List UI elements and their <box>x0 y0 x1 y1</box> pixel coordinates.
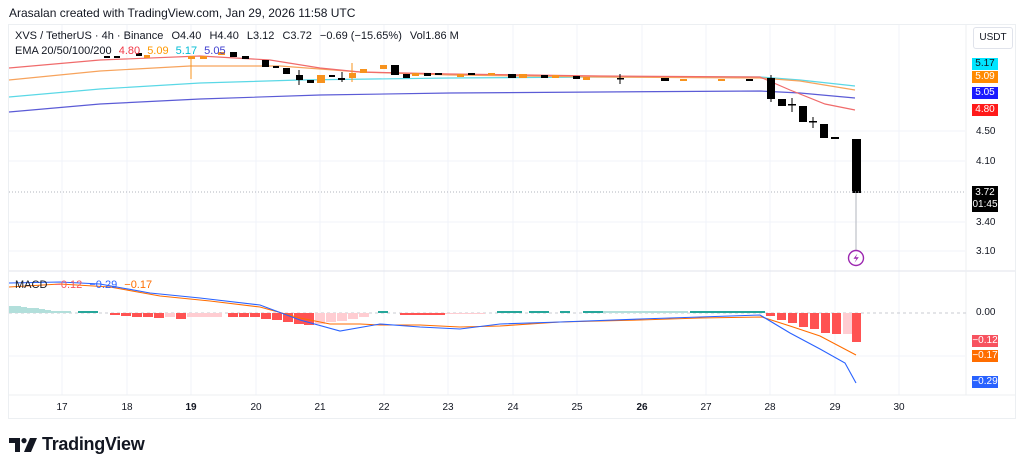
time-tick: 22 <box>378 402 390 413</box>
ema200-line <box>8 90 856 113</box>
current-price: 3.72 <box>975 187 995 198</box>
ohlc-open: O4.40 <box>171 30 202 42</box>
time-tick: 25 <box>571 402 583 413</box>
tradingview-logo-icon <box>9 437 37 452</box>
tradingview-logo[interactable]: TradingView <box>9 434 145 455</box>
lightning-alert-icon[interactable] <box>847 249 865 267</box>
macd-legend[interactable]: MACD −0.12 −0.29 −0.17 <box>15 279 156 291</box>
signal-line <box>8 283 857 356</box>
candles <box>104 52 861 250</box>
macd-signal-value: −0.17 <box>124 279 153 291</box>
ema20-value: 4.80 <box>118 45 141 57</box>
symbol-name[interactable]: XVS / TetherUS · 4h · Binance <box>15 30 164 42</box>
time-tick: 23 <box>442 402 454 413</box>
time-tick: 17 <box>56 402 68 413</box>
time-tick: 27 <box>700 402 712 413</box>
time-tick: 28 <box>764 402 776 413</box>
bar-countdown: 01:45 <box>972 199 998 210</box>
ema20-price-label: 4.80 <box>972 104 998 116</box>
chart-frame <box>8 24 1016 419</box>
time-tick: 29 <box>829 402 841 413</box>
ema20-line <box>8 55 856 111</box>
ema100-price-label: 5.17 <box>972 58 998 70</box>
ema-label: EMA 20/50/100/200 <box>15 45 112 57</box>
time-tick: 18 <box>121 402 133 413</box>
chart-credit: Arasalan created with TradingView.com, J… <box>9 6 356 20</box>
macd-histogram <box>9 306 861 342</box>
ema200-price-label: 5.05 <box>972 87 998 99</box>
price-change: −0.69 (−15.65%) <box>319 30 402 42</box>
price-tick: 4.50 <box>976 126 996 137</box>
macd-zero-tick: 0.00 <box>976 307 996 318</box>
macd-hist-label: −0.12 <box>972 335 998 347</box>
price-tick: 3.40 <box>976 217 996 228</box>
ema200-value: 5.05 <box>204 45 226 57</box>
macd-signal-label: −0.17 <box>972 350 998 362</box>
currency-button[interactable]: USDT <box>973 27 1013 49</box>
time-tick: 20 <box>250 402 262 413</box>
time-tick: 21 <box>314 402 326 413</box>
macd-line <box>8 281 857 384</box>
time-tick: 26 <box>636 402 648 413</box>
macd-line-value: −0.29 <box>89 279 118 291</box>
symbol-legend: XVS / TetherUS · 4h · Binance O4.40 H4.4… <box>15 30 464 42</box>
ema-legend[interactable]: EMA 20/50/100/200 4.80 5.09 5.17 5.05 <box>15 45 230 57</box>
price-tick: 4.10 <box>976 156 996 167</box>
price-tick: 3.10 <box>976 246 996 257</box>
current-price-label: 3.72 01:45 <box>972 186 998 212</box>
volume: Vol1.86 M <box>409 30 459 42</box>
macd-line-label: −0.29 <box>972 376 998 388</box>
ohlc-high: H4.40 <box>209 30 239 42</box>
ema50-value: 5.09 <box>147 45 169 57</box>
brand-name: TradingView <box>42 434 145 454</box>
time-tick: 30 <box>893 402 905 413</box>
time-tick: 19 <box>185 402 197 413</box>
macd-label: MACD <box>15 279 48 291</box>
ohlc-low: L3.12 <box>246 30 275 42</box>
time-tick: 24 <box>507 402 519 413</box>
ema50-price-label: 5.09 <box>972 71 998 83</box>
grid-lines <box>9 25 965 395</box>
ohlc-close: C3.72 <box>282 30 312 42</box>
ema100-value: 5.17 <box>175 45 198 57</box>
macd-hist-value: −0.12 <box>54 279 83 291</box>
ema100-line <box>8 76 856 98</box>
